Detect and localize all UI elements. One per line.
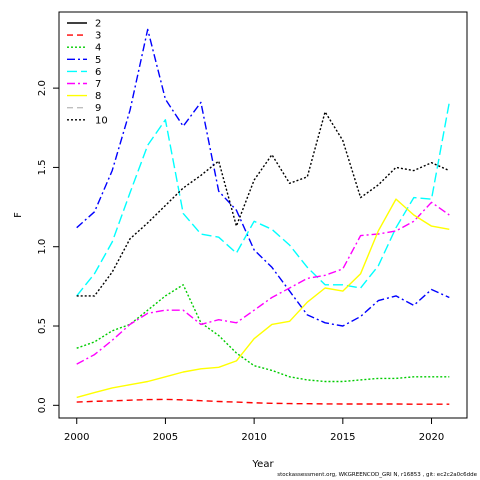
x-tick-label: 2010: [241, 432, 266, 443]
legend-label-7: 7: [95, 79, 101, 90]
x-tick-label: 2020: [419, 432, 444, 443]
legend-label-5: 5: [95, 55, 101, 66]
series-line-8: [76, 198, 450, 399]
series-line-10: [76, 111, 450, 297]
series-line-4: [76, 284, 450, 383]
y-tick-label: 1.5: [37, 159, 48, 175]
legend-label-8: 8: [95, 91, 101, 102]
plot-frame: [58, 11, 468, 419]
series-line-6: [76, 102, 450, 297]
x-axis-label: Year: [251, 459, 274, 470]
legend-label-6: 6: [95, 67, 101, 78]
y-tick-label: 2.0: [37, 80, 48, 96]
legend-label-2: 2: [95, 19, 101, 30]
legend-label-3: 3: [95, 31, 101, 42]
y-tick-label: 1.0: [37, 239, 48, 255]
x-tick-label: 2000: [64, 432, 89, 443]
legend-label-4: 4: [95, 43, 101, 54]
legend-label-10: 10: [95, 115, 108, 126]
footer-credit: stockassessment.org, WKGREENCOD_GRI N, r…: [277, 472, 477, 478]
y-tick-label: 0.0: [37, 397, 48, 413]
y-tick-label: 0.5: [37, 318, 48, 334]
legend-label-9: 9: [95, 103, 101, 114]
x-tick-label: 2005: [153, 432, 178, 443]
x-tick-label: 2015: [330, 432, 355, 443]
series-line-7: [76, 201, 450, 365]
series-line-5: [76, 28, 450, 327]
y-axis-label: F: [13, 212, 24, 218]
series-line-3: [76, 398, 450, 405]
